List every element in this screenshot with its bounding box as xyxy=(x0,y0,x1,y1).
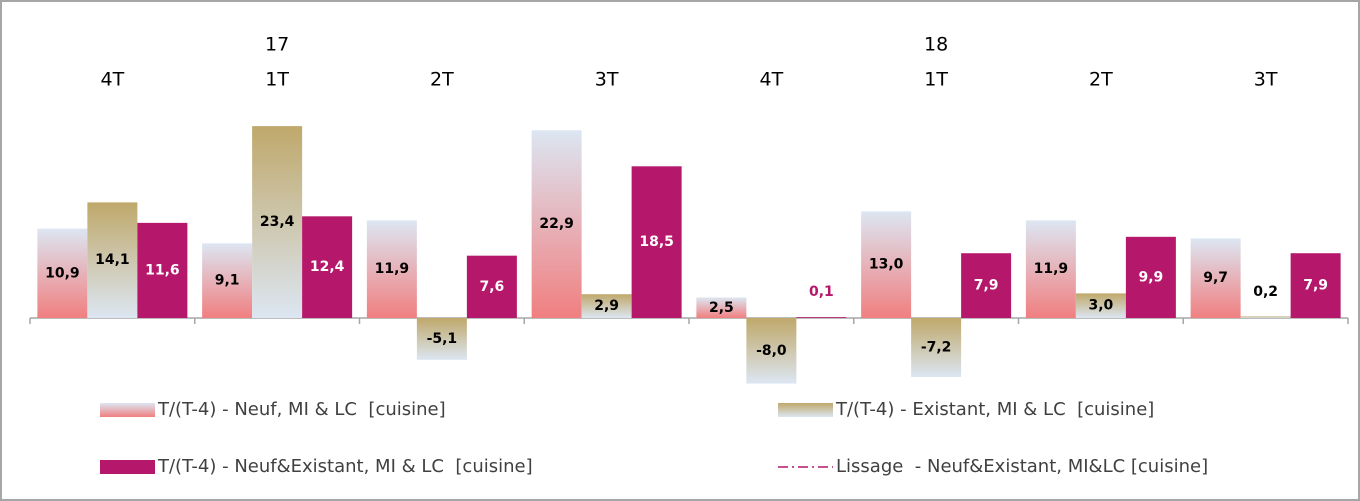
data-label: 0,1 xyxy=(809,284,834,300)
x-group-label: 17 xyxy=(265,34,289,56)
bar xyxy=(1025,220,1076,318)
bar xyxy=(137,222,188,318)
legend-label: T/(T-4) - Existant, MI & LC [cuisine] xyxy=(835,399,1154,420)
data-label: 11,9 xyxy=(375,261,410,277)
data-label: 11,9 xyxy=(1034,261,1069,277)
bar xyxy=(581,294,632,318)
x-group-label: 18 xyxy=(924,34,948,56)
bar xyxy=(416,318,467,360)
x-tick-label: 1T xyxy=(265,69,289,91)
bar xyxy=(366,220,417,318)
bar xyxy=(531,130,582,318)
data-label: 7,9 xyxy=(974,278,999,294)
legend-label: T/(T-4) - Neuf, MI & LC [cuisine] xyxy=(157,399,446,420)
x-tick-label: 3T xyxy=(595,69,619,91)
x-tick-label: 2T xyxy=(430,69,454,91)
bar xyxy=(37,228,88,318)
legend-swatch xyxy=(100,403,155,417)
data-label: 23,4 xyxy=(260,214,295,230)
bar xyxy=(302,216,353,318)
bar xyxy=(631,166,682,318)
data-label: -7,2 xyxy=(921,340,952,356)
bar xyxy=(861,211,912,318)
data-label: -8,0 xyxy=(756,343,787,359)
data-label: 13,0 xyxy=(869,257,904,273)
bar xyxy=(1240,316,1291,318)
x-tick-label: 4T xyxy=(760,69,784,91)
bar xyxy=(466,255,517,318)
data-label: 9,1 xyxy=(215,273,240,289)
data-label: 18,5 xyxy=(639,234,674,250)
bar xyxy=(1290,253,1341,318)
data-label: 7,6 xyxy=(479,279,504,295)
x-tick-label: 1T xyxy=(924,69,948,91)
bar xyxy=(87,202,138,318)
bar xyxy=(1125,236,1176,318)
data-label: 9,7 xyxy=(1203,270,1228,286)
data-label: 0,2 xyxy=(1253,284,1278,300)
data-label: -5,1 xyxy=(427,331,458,347)
data-label: 11,6 xyxy=(145,262,180,278)
legend-label: Lissage - Neuf&Existant, MI&LC [cuisine] xyxy=(836,456,1208,477)
legend-label: T/(T-4) - Neuf&Existant, MI & LC [cuisin… xyxy=(157,456,533,477)
data-label: 2,9 xyxy=(594,298,619,314)
data-label: 12,4 xyxy=(310,259,345,275)
data-label: 10,9 xyxy=(45,265,80,281)
bar xyxy=(961,253,1012,318)
x-tick-label: 4T xyxy=(101,69,125,91)
bar xyxy=(252,126,303,319)
data-label: 3,0 xyxy=(1088,298,1113,314)
bar xyxy=(746,318,797,384)
bar xyxy=(796,317,847,318)
legend-swatch xyxy=(778,403,833,417)
data-label: 9,9 xyxy=(1138,269,1163,285)
bar xyxy=(1190,238,1241,318)
x-tick-label: 3T xyxy=(1254,69,1278,91)
bar xyxy=(1075,293,1126,318)
bar xyxy=(696,297,747,318)
legend-swatch xyxy=(100,460,155,474)
data-label: 7,9 xyxy=(1303,278,1328,294)
data-label: 22,9 xyxy=(539,216,574,232)
bar xyxy=(911,318,962,378)
data-label: 14,1 xyxy=(95,252,130,268)
x-tick-label: 2T xyxy=(1089,69,1113,91)
bar xyxy=(202,243,253,318)
data-label: 2,5 xyxy=(709,300,734,316)
